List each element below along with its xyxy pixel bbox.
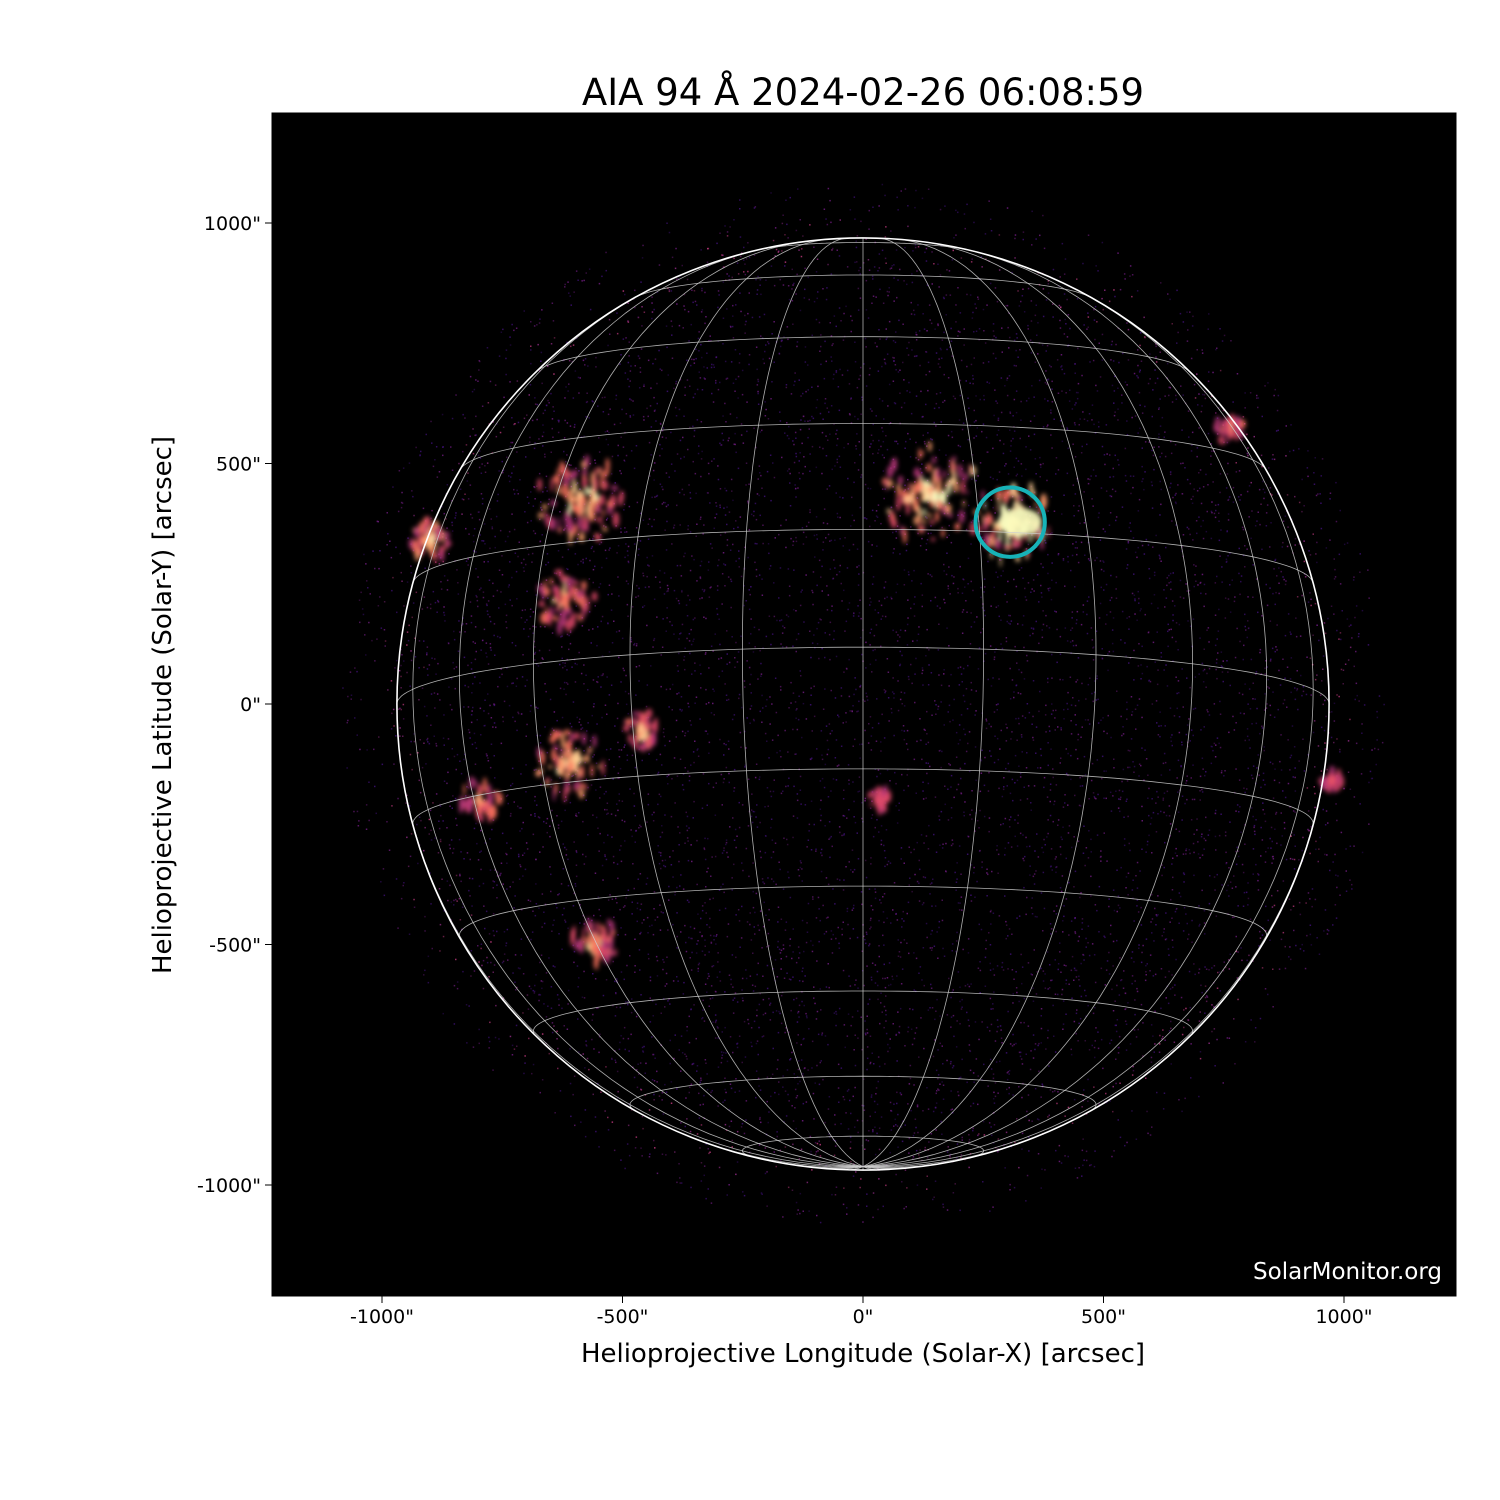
active-region <box>570 917 617 970</box>
y-axis-ticks: 1000" 500" 0" -500" -1000" <box>197 213 272 1197</box>
active-region <box>537 568 598 636</box>
plot-title: AIA 94 Å 2024-02-26 06:08:59 <box>582 70 1144 114</box>
solar-limb <box>396 237 1330 1171</box>
y-tick-label: -1000" <box>197 1175 261 1197</box>
active-region <box>1213 413 1246 445</box>
active-region <box>622 708 659 753</box>
longitude-line <box>742 237 864 1167</box>
y-tick-label: -500" <box>209 935 261 957</box>
longitude-line <box>412 281 864 1167</box>
x-tick-label: -500" <box>597 1306 649 1328</box>
solar-emission <box>342 183 1385 1224</box>
longitude-line <box>862 239 1097 1167</box>
y-tick-label: 0" <box>240 694 261 716</box>
longitude-line <box>862 241 1194 1167</box>
longitude-line <box>532 241 864 1167</box>
active-region <box>1318 765 1345 794</box>
active-region <box>459 776 503 823</box>
y-tick-label: 1000" <box>204 213 261 235</box>
y-axis-label: Helioprojective Latitude (Solar-Y) [arcs… <box>148 436 178 974</box>
active-region <box>882 441 980 544</box>
longitude-line <box>629 239 864 1167</box>
x-tick-label: 500" <box>1081 1306 1126 1328</box>
active-region <box>537 454 625 546</box>
x-axis-ticks: -1000" -500" 0" 500" 1000" <box>350 1296 1373 1328</box>
active-region <box>535 729 605 803</box>
longitude-line <box>862 247 1268 1167</box>
plot-area <box>272 113 1456 1296</box>
x-tick-label: 1000" <box>1315 1306 1372 1328</box>
active-region-highlight-circle[interactable] <box>973 485 1047 559</box>
longitude-line <box>458 247 864 1167</box>
x-axis-label: Helioprojective Longitude (Solar-X) [arc… <box>581 1339 1145 1369</box>
x-tick-label: 0" <box>853 1306 874 1328</box>
heliographic-grid <box>396 237 1330 1171</box>
active-region <box>867 783 892 816</box>
longitude-line <box>862 237 984 1167</box>
longitude-line <box>862 281 1314 1167</box>
y-tick-label: 500" <box>216 454 261 476</box>
watermark: SolarMonitor.org <box>1253 1259 1442 1285</box>
x-tick-label: -1000" <box>350 1306 414 1328</box>
